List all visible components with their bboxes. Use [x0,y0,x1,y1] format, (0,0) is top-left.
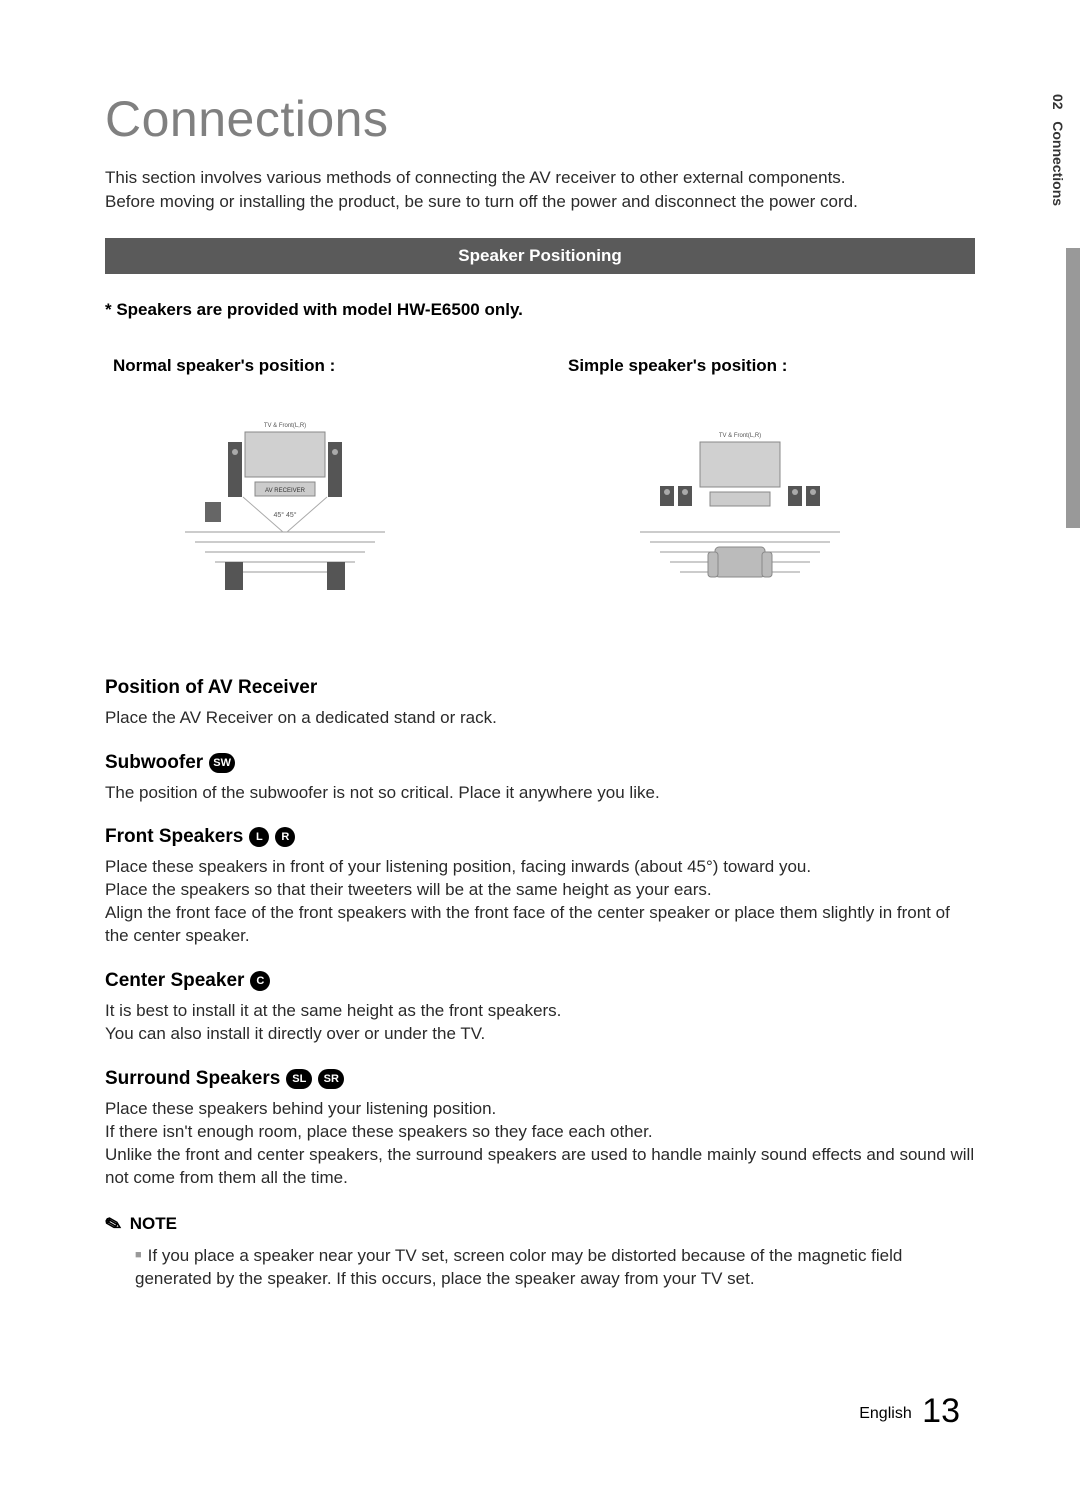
r-badge-icon: R [275,827,295,847]
surround-speakers-body: Place these speakers behind your listeni… [105,1098,975,1190]
footer-language: English [859,1405,911,1422]
sr-badge-icon: SR [318,1069,344,1089]
bullet-icon: ■ [135,1249,142,1261]
sl-badge-icon: SL [286,1069,312,1089]
svg-text:TV & Front(L,R): TV & Front(L,R) [719,433,761,439]
c-badge-icon: C [250,971,270,991]
note-body: ■If you place a speaker near your TV set… [105,1245,975,1291]
svg-text:45° 45°: 45° 45° [273,511,296,519]
normal-position-label: Normal speaker's position : [105,356,520,376]
center-speaker-title: Center Speaker C [105,970,975,992]
side-chapter-label: 02 Connections [1050,94,1066,206]
footer-page-number: 13 [922,1392,960,1430]
surround-speakers-title-text: Surround Speakers [105,1068,280,1090]
center-speaker-title-text: Center Speaker [105,970,244,992]
surround-body-1: Place these speakers behind your listeni… [105,1099,496,1118]
note-label: NOTE [130,1214,177,1234]
side-tab-bar [1066,248,1080,528]
page-title: Connections [105,90,975,148]
subwoofer-title-text: Subwoofer [105,752,203,774]
surround-speakers-title: Surround Speakers SL SR [105,1068,975,1090]
av-receiver-body: Place the AV Receiver on a dedicated sta… [105,707,975,730]
av-receiver-title: Position of AV Receiver [105,677,975,699]
section-bar: Speaker Positioning [105,238,975,274]
model-note: * Speakers are provided with model HW-E6… [105,300,975,320]
l-badge-icon: L [249,827,269,847]
positions-row: Normal speaker's position : TV & Front(L… [105,356,975,607]
chapter-number: 02 [1050,94,1066,110]
normal-position-column: Normal speaker's position : TV & Front(L… [105,356,520,607]
svg-text:TV & Front(L,R): TV & Front(L,R) [264,423,306,429]
center-body-2: You can also install it directly over or… [105,1024,485,1043]
intro-line-1: This section involves various methods of… [105,168,846,187]
center-body-1: It is best to install it at the same hei… [105,1001,561,1020]
front-body-1: Place these speakers in front of your li… [105,857,811,876]
page-content: Connections This section involves variou… [0,0,1080,1291]
note-title: ✎ NOTE [105,1212,975,1237]
sections: Position of AV Receiver Place the AV Rec… [105,677,975,1291]
simple-position-label: Simple speaker's position : [560,356,975,376]
center-speaker-body: It is best to install it at the same hei… [105,1000,975,1046]
front-speakers-title: Front Speakers L R [105,826,975,848]
normal-position-diagram: TV & Front(L,R) AV RECEIVER 45° 45° [165,402,405,602]
side-tab: 02 Connections [1040,88,1080,528]
surround-body-2: If there isn't enough room, place these … [105,1122,653,1141]
subwoofer-body: The position of the subwoofer is not so … [105,782,975,805]
front-speakers-title-text: Front Speakers [105,826,243,848]
surround-body-3: Unlike the front and center speakers, th… [105,1145,974,1187]
front-body-2: Place the speakers so that their tweeter… [105,880,712,899]
simple-position-diagram: TV & Front(L,R) [620,402,860,602]
simple-position-column: Simple speaker's position : TV & Front(L… [560,356,975,607]
subwoofer-title: Subwoofer SW [105,752,975,774]
intro-line-2: Before moving or installing the product,… [105,192,858,211]
pencil-icon: ✎ [102,1210,125,1238]
chapter-label: Connections [1050,121,1066,206]
page-footer: English 13 [859,1392,960,1431]
intro-text: This section involves various methods of… [105,166,975,214]
front-body-3: Align the front face of the front speake… [105,903,950,945]
note-text: If you place a speaker near your TV set,… [135,1246,902,1288]
svg-text:AV RECEIVER: AV RECEIVER [265,488,306,494]
sw-badge-icon: SW [209,753,235,773]
front-speakers-body: Place these speakers in front of your li… [105,856,975,948]
